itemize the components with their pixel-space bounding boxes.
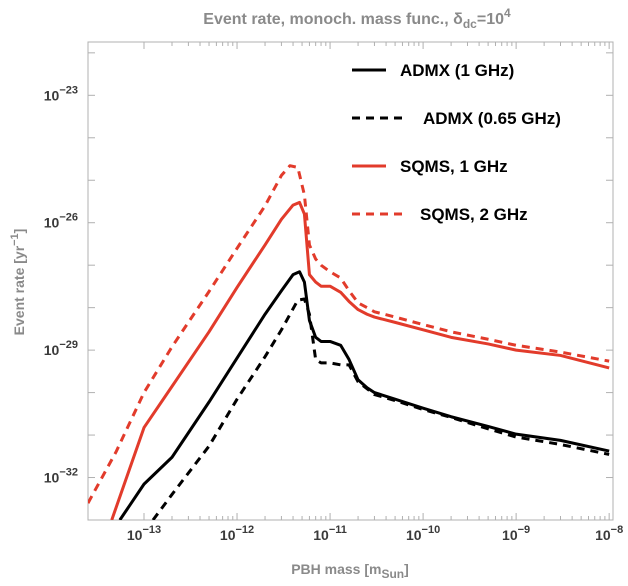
legend-label-4: SQMS, 2 GHz xyxy=(420,205,528,224)
y-tick-label: 10−29 xyxy=(44,339,78,358)
y-tick-label: 10−32 xyxy=(44,467,78,486)
y-tick-label: 10−23 xyxy=(44,84,78,103)
x-tick-label: 10−9 xyxy=(502,524,530,543)
x-tick-label: 10−10 xyxy=(406,524,440,543)
legend-label-1: ADMX (1 GHz) xyxy=(400,61,514,80)
plot-area: 10−13 10−12 10−11 10−10 10−9 10−8 10−2310−261… xyxy=(44,41,623,543)
series-line-3 xyxy=(110,200,610,520)
legend-label-3: SQMS, 1 GHz xyxy=(400,157,508,176)
x-axis-label: PBH mass [mSun] xyxy=(291,561,409,581)
x-tick-label: 10−11 xyxy=(313,524,347,543)
legend-label-2: ADMX (0.65 GHz) xyxy=(423,109,561,128)
legend: ADMX (1 GHz) ADMX (0.65 GHz) SQMS, 1 GHz SQ… xyxy=(352,61,561,224)
series-lines xyxy=(88,164,610,520)
x-tick-label: 10−8 xyxy=(595,524,623,543)
plot-frame xyxy=(87,41,614,521)
x-tick-label: 10−13 xyxy=(127,524,161,543)
x-axis-ticks: 10−13 10−12 10−11 10−10 10−9 10−8 xyxy=(127,42,623,543)
x-tick-label: 10−12 xyxy=(220,524,254,543)
series-line-1 xyxy=(118,270,610,520)
y-axis-label: Event rate [yr−1] xyxy=(9,229,27,336)
y-axis-ticks: 10−23 10−26 10−29 10−32 xyxy=(44,52,613,521)
series-line-2 xyxy=(151,297,610,520)
series-line-4 xyxy=(88,164,610,504)
chart-title: Event rate, monoch. mass func., δdc=104 xyxy=(203,6,511,31)
y-tick-label: 10−26 xyxy=(44,212,78,231)
